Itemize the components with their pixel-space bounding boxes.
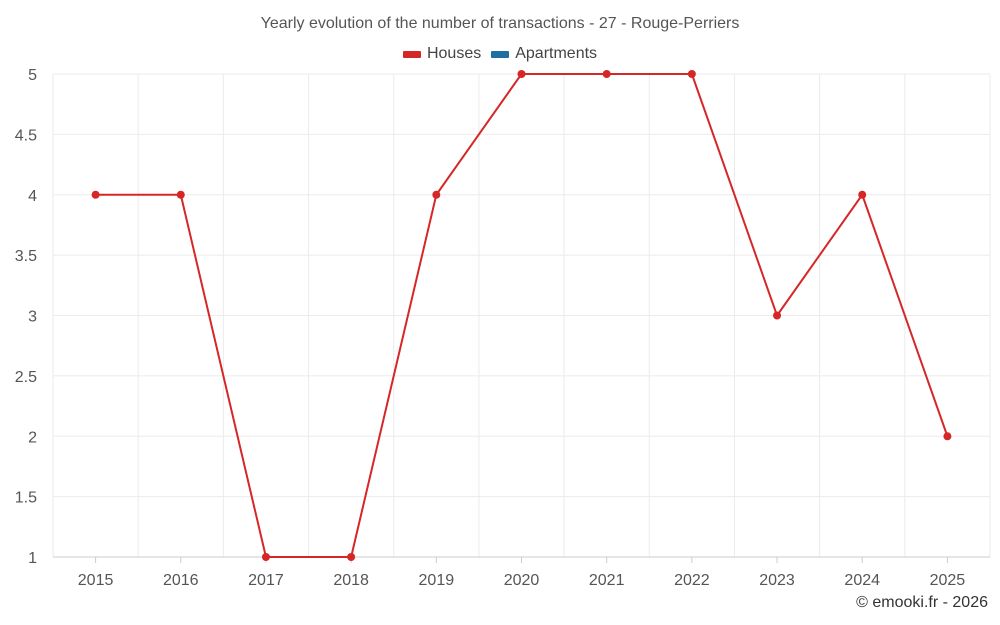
x-tick-label-2016: 2016 (163, 572, 199, 589)
y-tick-label-3: 2.5 (15, 369, 37, 386)
data-point-houses-2016 (176, 190, 185, 199)
data-point-houses-2017 (261, 553, 270, 561)
data-point-houses-2019 (432, 190, 441, 199)
x-tick-label-2018: 2018 (333, 572, 369, 589)
x-tick-label-2021: 2021 (589, 572, 625, 589)
chart-title: Yearly evolution of the number of transa… (260, 15, 740, 32)
legend-swatch-apartments (491, 50, 510, 58)
y-tick-label-1: 1.5 (15, 490, 37, 507)
data-point-houses-2022 (687, 70, 696, 78)
grid-lines (52, 73, 991, 558)
legend-swatch-houses (402, 50, 421, 58)
x-tick-label-2022: 2022 (674, 572, 710, 589)
legend-item-houses[interactable]: Houses (402, 45, 482, 63)
x-tick-label-2024: 2024 (844, 572, 880, 589)
legend-label-apartments: Apartments (515, 45, 598, 62)
x-tick-label-2023: 2023 (759, 572, 795, 589)
y-tick-label-0: 1 (28, 550, 37, 567)
axes (53, 556, 990, 563)
x-tick-label-2020: 2020 (504, 572, 540, 589)
x-tick-label-2015: 2015 (78, 572, 114, 589)
data-point-houses-2018 (347, 553, 356, 561)
legend-item-apartments[interactable]: Apartments (491, 45, 597, 63)
legend-label-houses: Houses (426, 45, 482, 62)
data-point-houses-2025 (943, 432, 952, 441)
y-tick-label-4: 3 (28, 309, 37, 326)
data-point-houses-2020 (517, 70, 526, 78)
x-tick-labels: 2015 2016 2017 2018 2019 2020 2021 2022 2023 2024… (78, 572, 966, 589)
data-point-houses-2015 (91, 190, 100, 199)
y-tick-label-5: 3.5 (15, 248, 37, 265)
copyright: © emooki.fr - 2026 (856, 594, 988, 611)
x-tick-label-2017: 2017 (248, 572, 284, 589)
x-tick-label-2019: 2019 (419, 572, 455, 589)
y-tick-label-8: 5 (28, 67, 37, 84)
y-tick-label-2: 2 (28, 429, 37, 446)
data-point-houses-2023 (773, 311, 782, 320)
series-group (91, 70, 952, 561)
data-point-houses-2021 (602, 70, 611, 78)
y-tick-label-7: 4.5 (15, 127, 37, 144)
legend: Houses Apartments (0, 45, 1000, 63)
x-tick-label-2025: 2025 (930, 572, 966, 589)
y-tick-labels: 1 1.5 2 2.5 3 3.5 4 4.5 5 (15, 67, 37, 567)
y-tick-label-6: 4 (28, 188, 37, 205)
data-point-houses-2024 (858, 190, 867, 199)
